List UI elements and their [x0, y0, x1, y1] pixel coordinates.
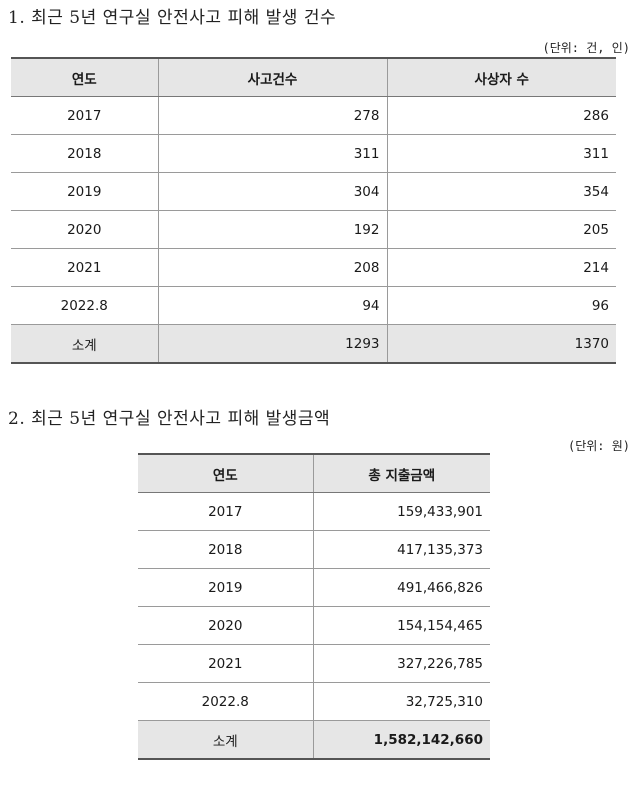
year-cell: 2017	[138, 492, 313, 531]
amount-cell: 417,135,373	[312, 530, 490, 569]
table-header-row: 연도 총 지출금액	[138, 453, 490, 493]
table-row: 2020 154,154,465	[138, 606, 490, 645]
subtotal-row: 소계 1293 1370	[11, 324, 616, 364]
year-cell: 2022.8	[138, 682, 313, 721]
year-cell: 2019	[11, 172, 158, 211]
accidents-cell: 208	[157, 248, 387, 287]
section-1-title: 1. 최근 5년 연구실 안전사고 피해 발생 건수	[8, 8, 337, 28]
accidents-cell: 278	[157, 96, 387, 135]
amount-cell: 327,226,785	[312, 644, 490, 683]
year-cell: 2020	[11, 210, 158, 249]
subtotal-row: 소계 1,582,142,660	[138, 720, 490, 760]
casualties-cell: 286	[386, 96, 616, 135]
subtotal-amount: 1,582,142,660	[312, 720, 490, 760]
year-cell: 2018	[138, 530, 313, 569]
column-header-casualties: 사상자 수	[386, 57, 616, 97]
column-header-year: 연도	[138, 453, 313, 493]
table-row: 2017 278 286	[11, 96, 616, 135]
amount-cell: 32,725,310	[312, 682, 490, 721]
casualties-cell: 96	[386, 286, 616, 325]
table-header-row: 연도 사고건수 사상자 수	[11, 57, 616, 97]
table-row: 2022.8 94 96	[11, 286, 616, 325]
table-row: 2021 208 214	[11, 248, 616, 287]
table-row: 2022.8 32,725,310	[138, 682, 490, 721]
section-2-unit-note: (단위: 원)	[567, 439, 630, 453]
table-row: 2018 311 311	[11, 134, 616, 173]
year-cell: 2017	[11, 96, 158, 135]
table-row: 2017 159,433,901	[138, 492, 490, 531]
accident-count-table: 연도 사고건수 사상자 수 2017 278 286 2018 311 311 …	[11, 57, 616, 364]
column-header-accidents: 사고건수	[157, 57, 387, 97]
table-row: 2019 304 354	[11, 172, 616, 211]
subtotal-casualties: 1370	[386, 324, 616, 364]
casualties-cell: 354	[386, 172, 616, 211]
accidents-cell: 304	[157, 172, 387, 211]
section-1-unit-note: (단위: 건, 인)	[542, 41, 630, 55]
year-cell: 2021	[138, 644, 313, 683]
year-cell: 2018	[11, 134, 158, 173]
table-row: 2018 417,135,373	[138, 530, 490, 569]
table-row: 2021 327,226,785	[138, 644, 490, 683]
column-header-year: 연도	[11, 57, 158, 97]
subtotal-label: 소계	[138, 720, 313, 760]
accidents-cell: 311	[157, 134, 387, 173]
section-2-title: 2. 최근 5년 연구실 안전사고 피해 발생금액	[8, 409, 331, 429]
amount-cell: 159,433,901	[312, 492, 490, 531]
casualties-cell: 214	[386, 248, 616, 287]
subtotal-accidents: 1293	[157, 324, 387, 364]
year-cell: 2020	[138, 606, 313, 645]
accidents-cell: 192	[157, 210, 387, 249]
table-row: 2020 192 205	[11, 210, 616, 249]
casualties-cell: 311	[386, 134, 616, 173]
amount-cell: 491,466,826	[312, 568, 490, 607]
year-cell: 2019	[138, 568, 313, 607]
subtotal-label: 소계	[11, 324, 158, 364]
casualties-cell: 205	[386, 210, 616, 249]
column-header-total-amount: 총 지출금액	[312, 453, 490, 493]
amount-cell: 154,154,465	[312, 606, 490, 645]
accidents-cell: 94	[157, 286, 387, 325]
damage-amount-table: 연도 총 지출금액 2017 159,433,901 2018 417,135,…	[138, 453, 490, 760]
year-cell: 2021	[11, 248, 158, 287]
year-cell: 2022.8	[11, 286, 158, 325]
table-row: 2019 491,466,826	[138, 568, 490, 607]
